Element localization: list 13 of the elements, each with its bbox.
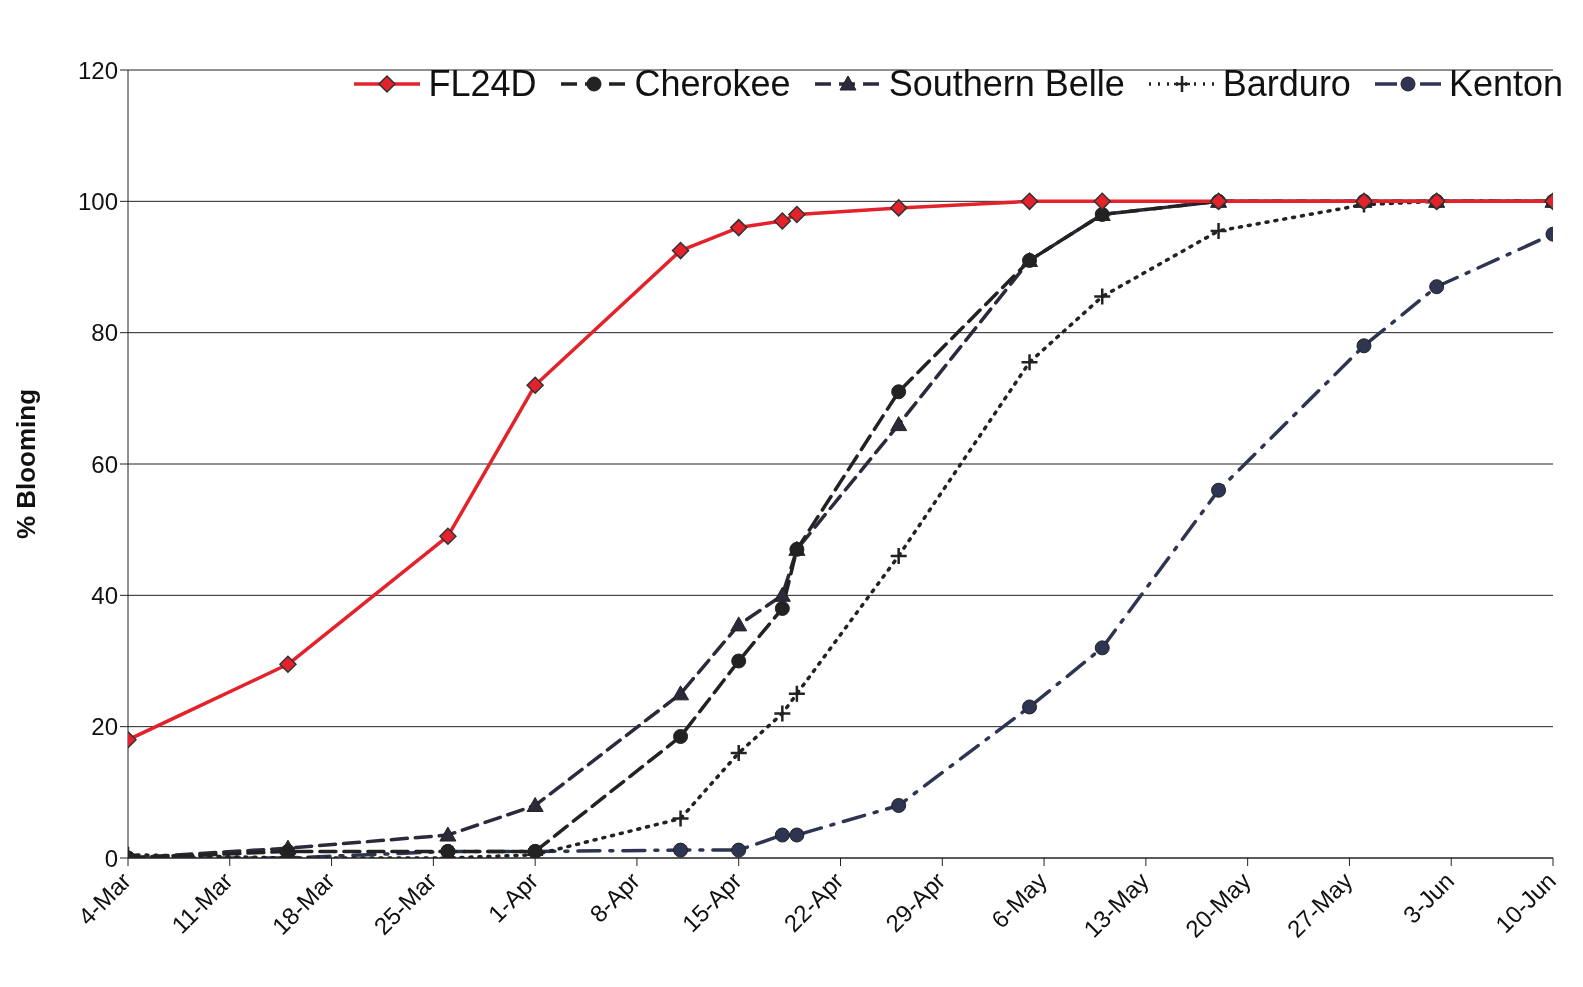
y-tick-label: 80 — [91, 319, 118, 347]
y-tick-label: 20 — [91, 713, 118, 741]
y-tick-label: 0 — [104, 844, 118, 872]
y-tick-label: 100 — [77, 187, 118, 215]
y-tick-label: 120 — [77, 56, 118, 84]
y-axis-title: % Blooming — [11, 388, 42, 540]
y-tick-label: 60 — [91, 450, 118, 478]
legend-label: Barduro — [1222, 63, 1351, 105]
legend-label: FL24D — [428, 63, 537, 105]
y-tick-label: 40 — [91, 581, 118, 609]
legend-label: Southern Belle — [888, 63, 1125, 105]
legend-label: Kenton — [1448, 63, 1563, 105]
legend-label: Cherokee — [634, 63, 791, 105]
